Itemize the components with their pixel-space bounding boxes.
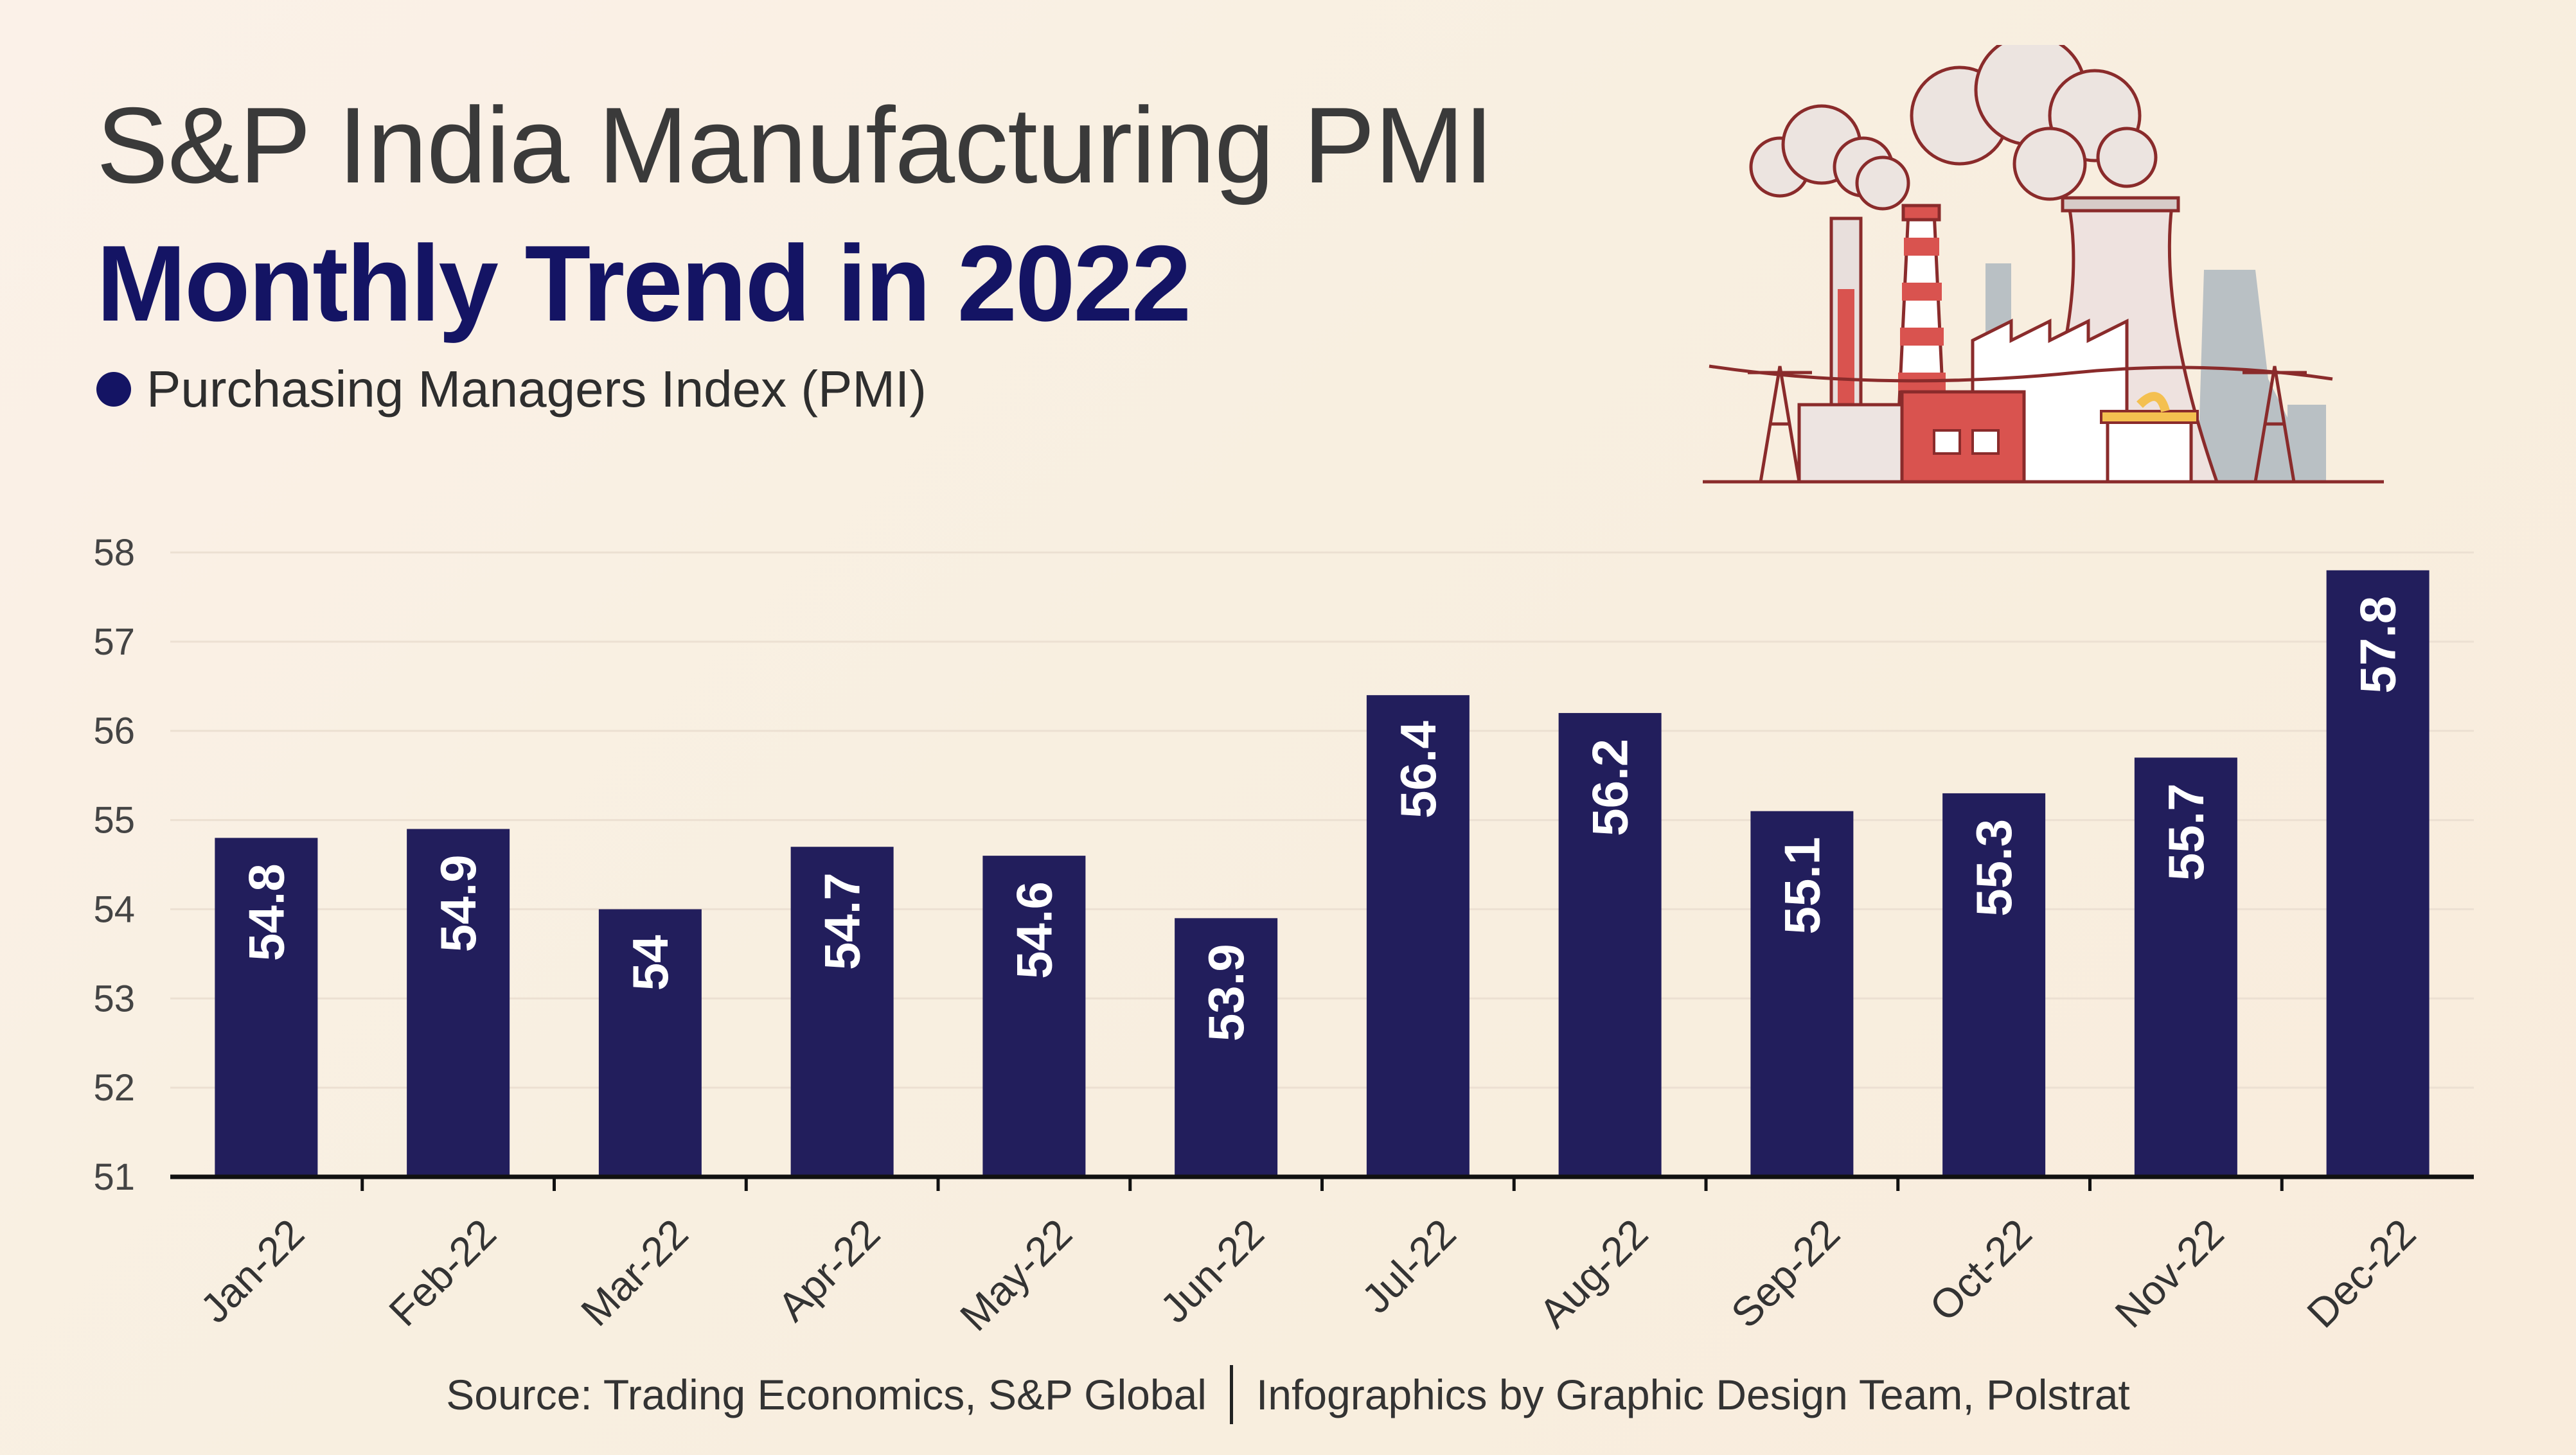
source-text: Source: Trading Economics, S&P Global — [446, 1371, 1207, 1418]
y-tick-label: 54 — [93, 888, 135, 930]
smoke-clouds — [1749, 45, 2158, 211]
legend: Purchasing Managers Index (PMI) — [96, 360, 927, 419]
x-tick-label: Jul-22 — [1353, 1210, 1464, 1322]
credit-text: Infographics by Graphic Design Team, Pol… — [1256, 1371, 2130, 1418]
bar — [598, 909, 702, 1177]
footer-separator — [1229, 1365, 1233, 1424]
chart-title: S&P India Manufacturing PMI — [96, 85, 1494, 206]
x-tick-label: Oct-22 — [1921, 1210, 2041, 1330]
x-tick-label: May-22 — [951, 1210, 1081, 1340]
factory-illustration — [1703, 45, 2384, 484]
x-tick-label: Sep-22 — [1722, 1210, 1849, 1337]
y-tick-label: 58 — [93, 532, 135, 574]
bar-value-label: 54 — [622, 935, 679, 991]
factory-building — [1797, 318, 2199, 484]
bar — [1175, 918, 1278, 1177]
bar — [1366, 695, 1470, 1177]
bar — [2134, 757, 2237, 1177]
x-tick-label: Jun-22 — [1151, 1210, 1273, 1332]
x-tick-label: Aug-22 — [1530, 1210, 1657, 1337]
bar-value-label: 56.4 — [1390, 721, 1446, 818]
bar-value-label: 55.7 — [2158, 783, 2214, 881]
bar-value-label: 54.8 — [238, 863, 294, 961]
legend-marker — [96, 372, 131, 407]
y-tick-label: 52 — [93, 1067, 135, 1109]
x-tick-label: Jan-22 — [191, 1210, 313, 1332]
bar — [1942, 793, 2046, 1177]
bar — [407, 829, 510, 1177]
x-tick-label: Mar-22 — [572, 1210, 697, 1335]
x-tick-label: Nov-22 — [2106, 1210, 2233, 1337]
bar-value-label: 54.9 — [430, 854, 486, 952]
bar — [1750, 811, 1854, 1177]
legend-label: Purchasing Managers Index (PMI) — [147, 360, 927, 418]
bar — [1558, 712, 1662, 1177]
y-tick-label: 56 — [93, 710, 135, 752]
x-tick-label: Dec-22 — [2298, 1210, 2425, 1337]
bar — [215, 838, 318, 1177]
bar-value-label: 53.9 — [1198, 944, 1254, 1041]
y-tick-label: 55 — [93, 800, 135, 842]
x-tick-label: Apr-22 — [769, 1210, 889, 1330]
y-tick-label: 53 — [93, 978, 135, 1019]
y-tick-label: 51 — [93, 1156, 135, 1198]
bar-value-label: 55.1 — [1773, 837, 1830, 935]
bar — [2326, 570, 2429, 1177]
bar — [790, 847, 894, 1177]
bar-value-label: 56.2 — [1582, 739, 1639, 836]
chart-subtitle: Monthly Trend in 2022 — [96, 223, 1191, 344]
bar-value-label: 54.6 — [1006, 881, 1062, 979]
bar — [982, 856, 1086, 1177]
y-tick-label: 57 — [93, 621, 135, 663]
x-tick-label: Feb-22 — [380, 1210, 505, 1335]
bar-value-label: 57.8 — [2350, 596, 2406, 694]
footer: Source: Trading Economics, S&P Global In… — [0, 1365, 2576, 1424]
bar-value-label: 55.3 — [1966, 819, 2022, 917]
bar-chart: 51 52 53 54 55 56 57 58 54.8 Jan-22 54.9 Feb-22 54 Ma… — [93, 532, 2474, 1340]
bar-value-label: 54.7 — [814, 872, 871, 970]
